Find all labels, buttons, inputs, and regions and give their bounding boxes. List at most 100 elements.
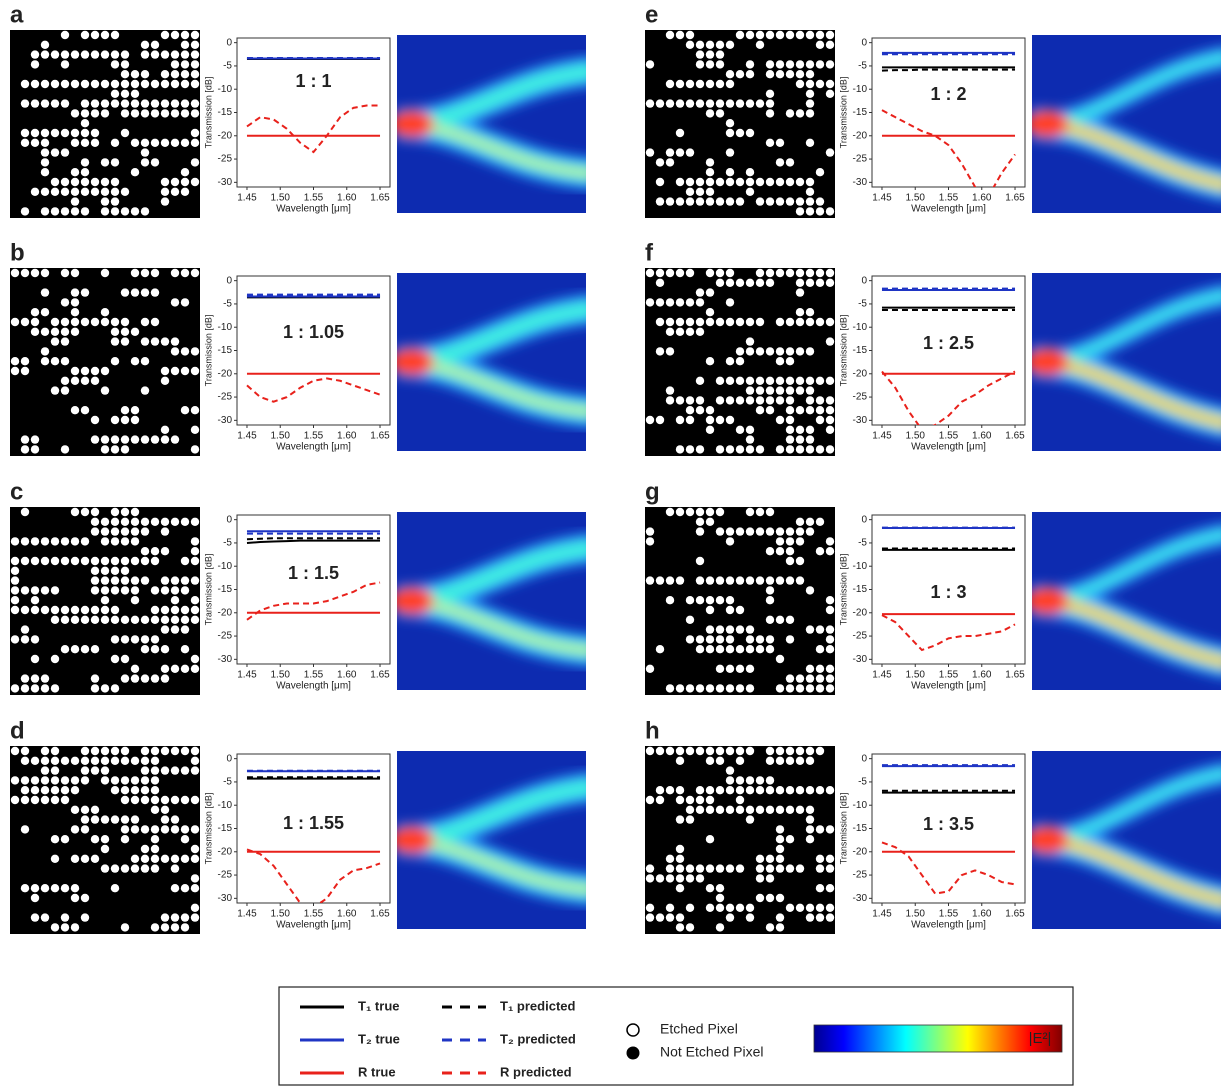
etched-pixel <box>736 606 744 614</box>
etched-pixel <box>191 845 199 853</box>
etched-pixel <box>161 616 169 624</box>
etched-pixel <box>41 757 49 765</box>
etched-pixel <box>141 776 149 784</box>
etched-pixel <box>41 606 49 614</box>
etched-pixel <box>31 99 39 107</box>
etched-pixel <box>756 635 764 643</box>
etched-pixel <box>796 557 804 565</box>
etched-pixel <box>31 269 39 277</box>
etched-pixel <box>756 99 764 107</box>
y-axis-label: Transmission [dB] <box>203 315 213 387</box>
heat-source <box>390 348 434 376</box>
etched-pixel <box>141 557 149 565</box>
etched-pixel <box>696 41 704 49</box>
y-tick-label: 0 <box>226 514 232 525</box>
etched-pixel <box>706 80 714 88</box>
etched-pixel <box>141 576 149 584</box>
etched-pixel <box>826 635 834 643</box>
etched-pixel <box>191 855 199 863</box>
etched-pixel <box>161 139 169 147</box>
etched-pixel <box>31 129 39 137</box>
etched-pixel <box>746 337 754 345</box>
etched-pixel <box>81 894 89 902</box>
etched-pixel <box>91 50 99 58</box>
etched-pixel <box>776 197 784 205</box>
x-tick-label: 1.50 <box>271 670 291 681</box>
etched-pixel <box>716 60 724 68</box>
etched-pixel <box>696 527 704 535</box>
etched-pixel <box>141 318 149 326</box>
etched-pixel <box>111 31 119 39</box>
etched-pixel <box>71 377 79 385</box>
etched-pixel <box>191 41 199 49</box>
ratio-annotation: 1 : 1.05 <box>283 322 344 342</box>
etched-pixel <box>686 31 694 39</box>
etched-pixel <box>111 188 119 196</box>
etched-pixel <box>666 508 674 516</box>
etched-pixel <box>191 537 199 545</box>
etched-pixel <box>141 148 149 156</box>
etched-pixel <box>141 109 149 117</box>
ratio-annotation: 1 : 1.55 <box>283 813 344 833</box>
etched-pixel <box>21 508 29 516</box>
etched-pixel <box>776 616 784 624</box>
etched-pixel <box>716 806 724 814</box>
etched-pixel <box>746 31 754 39</box>
etched-pixel <box>81 815 89 823</box>
etched-pixel <box>51 557 59 565</box>
etched-pixel <box>826 207 834 215</box>
etched-pixel <box>51 684 59 692</box>
etched-pixel <box>756 279 764 287</box>
etched-pixel <box>111 655 119 663</box>
etched-pixel <box>181 99 189 107</box>
etched-pixel <box>776 855 784 863</box>
etched-pixel <box>111 757 119 765</box>
etched-pixel <box>826 80 834 88</box>
etched-pixel <box>31 635 39 643</box>
y-axis-label: Transmission [dB] <box>203 793 213 865</box>
etched-pixel <box>686 188 694 196</box>
etched-pixel <box>816 279 824 287</box>
etched-pixel <box>21 357 29 365</box>
etched-pixel <box>826 269 834 277</box>
etched-pixel <box>161 606 169 614</box>
etched-pixel <box>171 606 179 614</box>
etched-pixel <box>111 178 119 186</box>
etched-pixel <box>776 386 784 394</box>
etched-pixel <box>131 109 139 117</box>
etched-pixel <box>656 416 664 424</box>
etched-pixel <box>31 884 39 892</box>
ratio-annotation: 1 : 3.5 <box>923 814 974 834</box>
etched-pixel <box>696 318 704 326</box>
etched-pixel <box>111 616 119 624</box>
etched-pixel <box>51 328 59 336</box>
etched-pixel <box>51 207 59 215</box>
etched-pixel <box>726 904 734 912</box>
etched-pixel <box>51 855 59 863</box>
etched-pixel <box>161 747 169 755</box>
etched-pixel <box>806 684 814 692</box>
etched-pixel <box>676 815 684 823</box>
etched-pixel <box>706 168 714 176</box>
etched-pixel <box>81 119 89 127</box>
etched-pixel <box>101 31 109 39</box>
etched-pixel <box>756 527 764 535</box>
etched-pixel <box>686 99 694 107</box>
etched-pixel <box>806 70 814 78</box>
etched-pixel <box>131 168 139 176</box>
etched-pixel <box>756 347 764 355</box>
x-tick-label: 1.65 <box>1005 909 1025 920</box>
colorbar-label: |E²| <box>1029 1030 1052 1047</box>
etched-pixel <box>141 547 149 555</box>
etched-pixel <box>71 168 79 176</box>
etched-pixel <box>776 357 784 365</box>
etched-pixel <box>101 188 109 196</box>
etched-pixel <box>806 518 814 526</box>
etched-pixel <box>816 674 824 682</box>
etched-pixel <box>161 855 169 863</box>
x-tick-label: 1.55 <box>939 193 959 204</box>
etched-pixel <box>666 576 674 584</box>
etched-pixel <box>151 674 159 682</box>
etched-pixel <box>11 586 19 594</box>
etched-pixel <box>41 158 49 166</box>
